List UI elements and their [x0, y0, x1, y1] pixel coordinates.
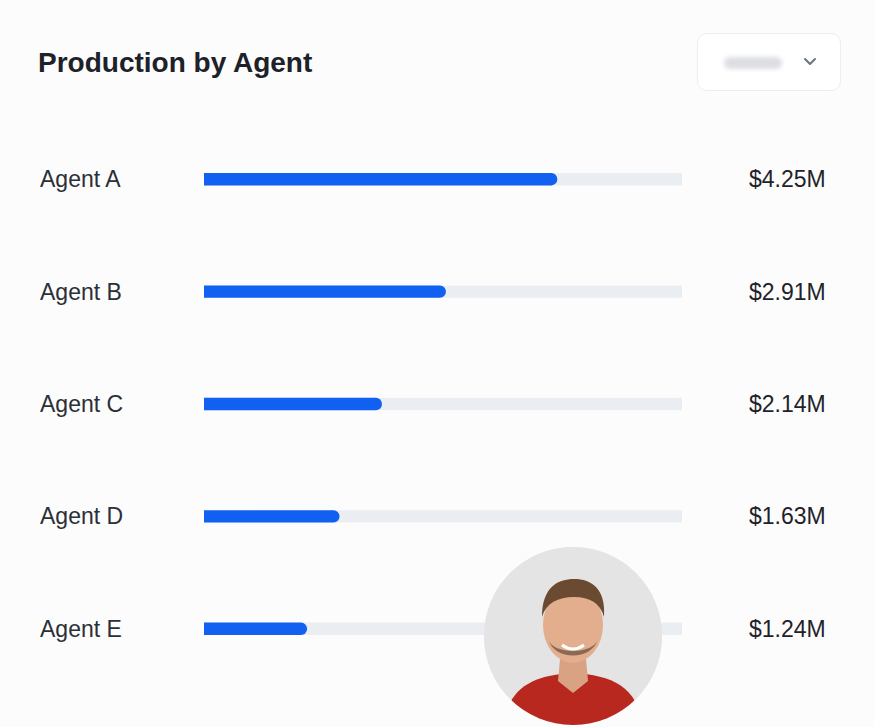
- svg-text:Production by Agent: Production by Agent: [38, 47, 312, 78]
- svg-text:$2.14M: $2.14M: [749, 391, 826, 417]
- svg-text:$1.63M: $1.63M: [749, 503, 826, 529]
- svg-text:Agent E: Agent E: [40, 616, 122, 642]
- svg-text:$2.91M: $2.91M: [749, 279, 826, 305]
- svg-text:Agent D: Agent D: [40, 503, 123, 529]
- svg-text:Agent A: Agent A: [40, 166, 121, 192]
- svg-text:$1.24M: $1.24M: [749, 616, 826, 642]
- svg-text:Agent B: Agent B: [40, 279, 122, 305]
- svg-text:Agent C: Agent C: [40, 391, 123, 417]
- svg-text:$4.25M: $4.25M: [749, 166, 826, 192]
